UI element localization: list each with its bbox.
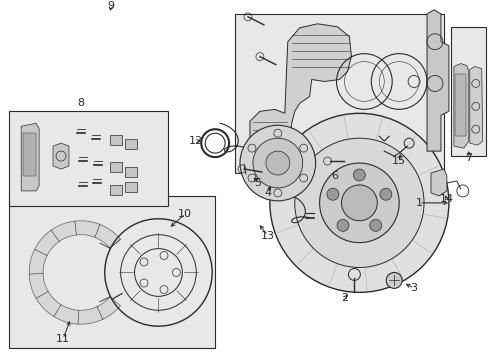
Circle shape — [269, 113, 448, 292]
Text: 1: 1 — [415, 198, 422, 208]
Text: 4: 4 — [264, 188, 271, 198]
Polygon shape — [454, 73, 465, 136]
Polygon shape — [249, 24, 351, 163]
Polygon shape — [426, 10, 448, 151]
Text: 11: 11 — [56, 334, 70, 344]
Polygon shape — [430, 169, 446, 196]
Polygon shape — [469, 67, 482, 145]
Bar — [124, 182, 136, 192]
Polygon shape — [453, 64, 468, 148]
Circle shape — [326, 188, 338, 200]
Bar — [124, 167, 136, 177]
Polygon shape — [21, 123, 39, 191]
Bar — [109, 185, 122, 195]
Text: 9: 9 — [107, 1, 114, 11]
Polygon shape — [29, 221, 120, 324]
Circle shape — [369, 219, 381, 231]
Bar — [9, 196, 215, 348]
Polygon shape — [23, 133, 36, 176]
Bar — [124, 139, 136, 149]
Text: 13: 13 — [260, 231, 274, 241]
Circle shape — [265, 151, 289, 175]
Text: 8: 8 — [77, 98, 84, 108]
Text: 10: 10 — [178, 209, 192, 219]
Circle shape — [379, 188, 391, 200]
Circle shape — [386, 273, 401, 288]
Text: 6: 6 — [330, 171, 337, 181]
Circle shape — [319, 163, 398, 243]
Text: 12: 12 — [189, 136, 203, 146]
Bar — [109, 162, 122, 172]
Circle shape — [252, 138, 302, 188]
Polygon shape — [53, 143, 69, 169]
Text: 15: 15 — [391, 156, 406, 166]
Bar — [9, 111, 168, 206]
Circle shape — [341, 185, 377, 221]
Circle shape — [240, 125, 315, 201]
Bar — [109, 135, 122, 145]
Bar — [450, 27, 485, 156]
Text: 5: 5 — [254, 178, 261, 188]
Bar — [235, 14, 443, 173]
Text: 3: 3 — [410, 283, 417, 293]
Text: 14: 14 — [439, 194, 453, 204]
Circle shape — [353, 169, 365, 181]
Text: 2: 2 — [340, 293, 347, 303]
Circle shape — [336, 219, 348, 231]
Circle shape — [294, 138, 423, 267]
Text: 7: 7 — [464, 153, 471, 163]
